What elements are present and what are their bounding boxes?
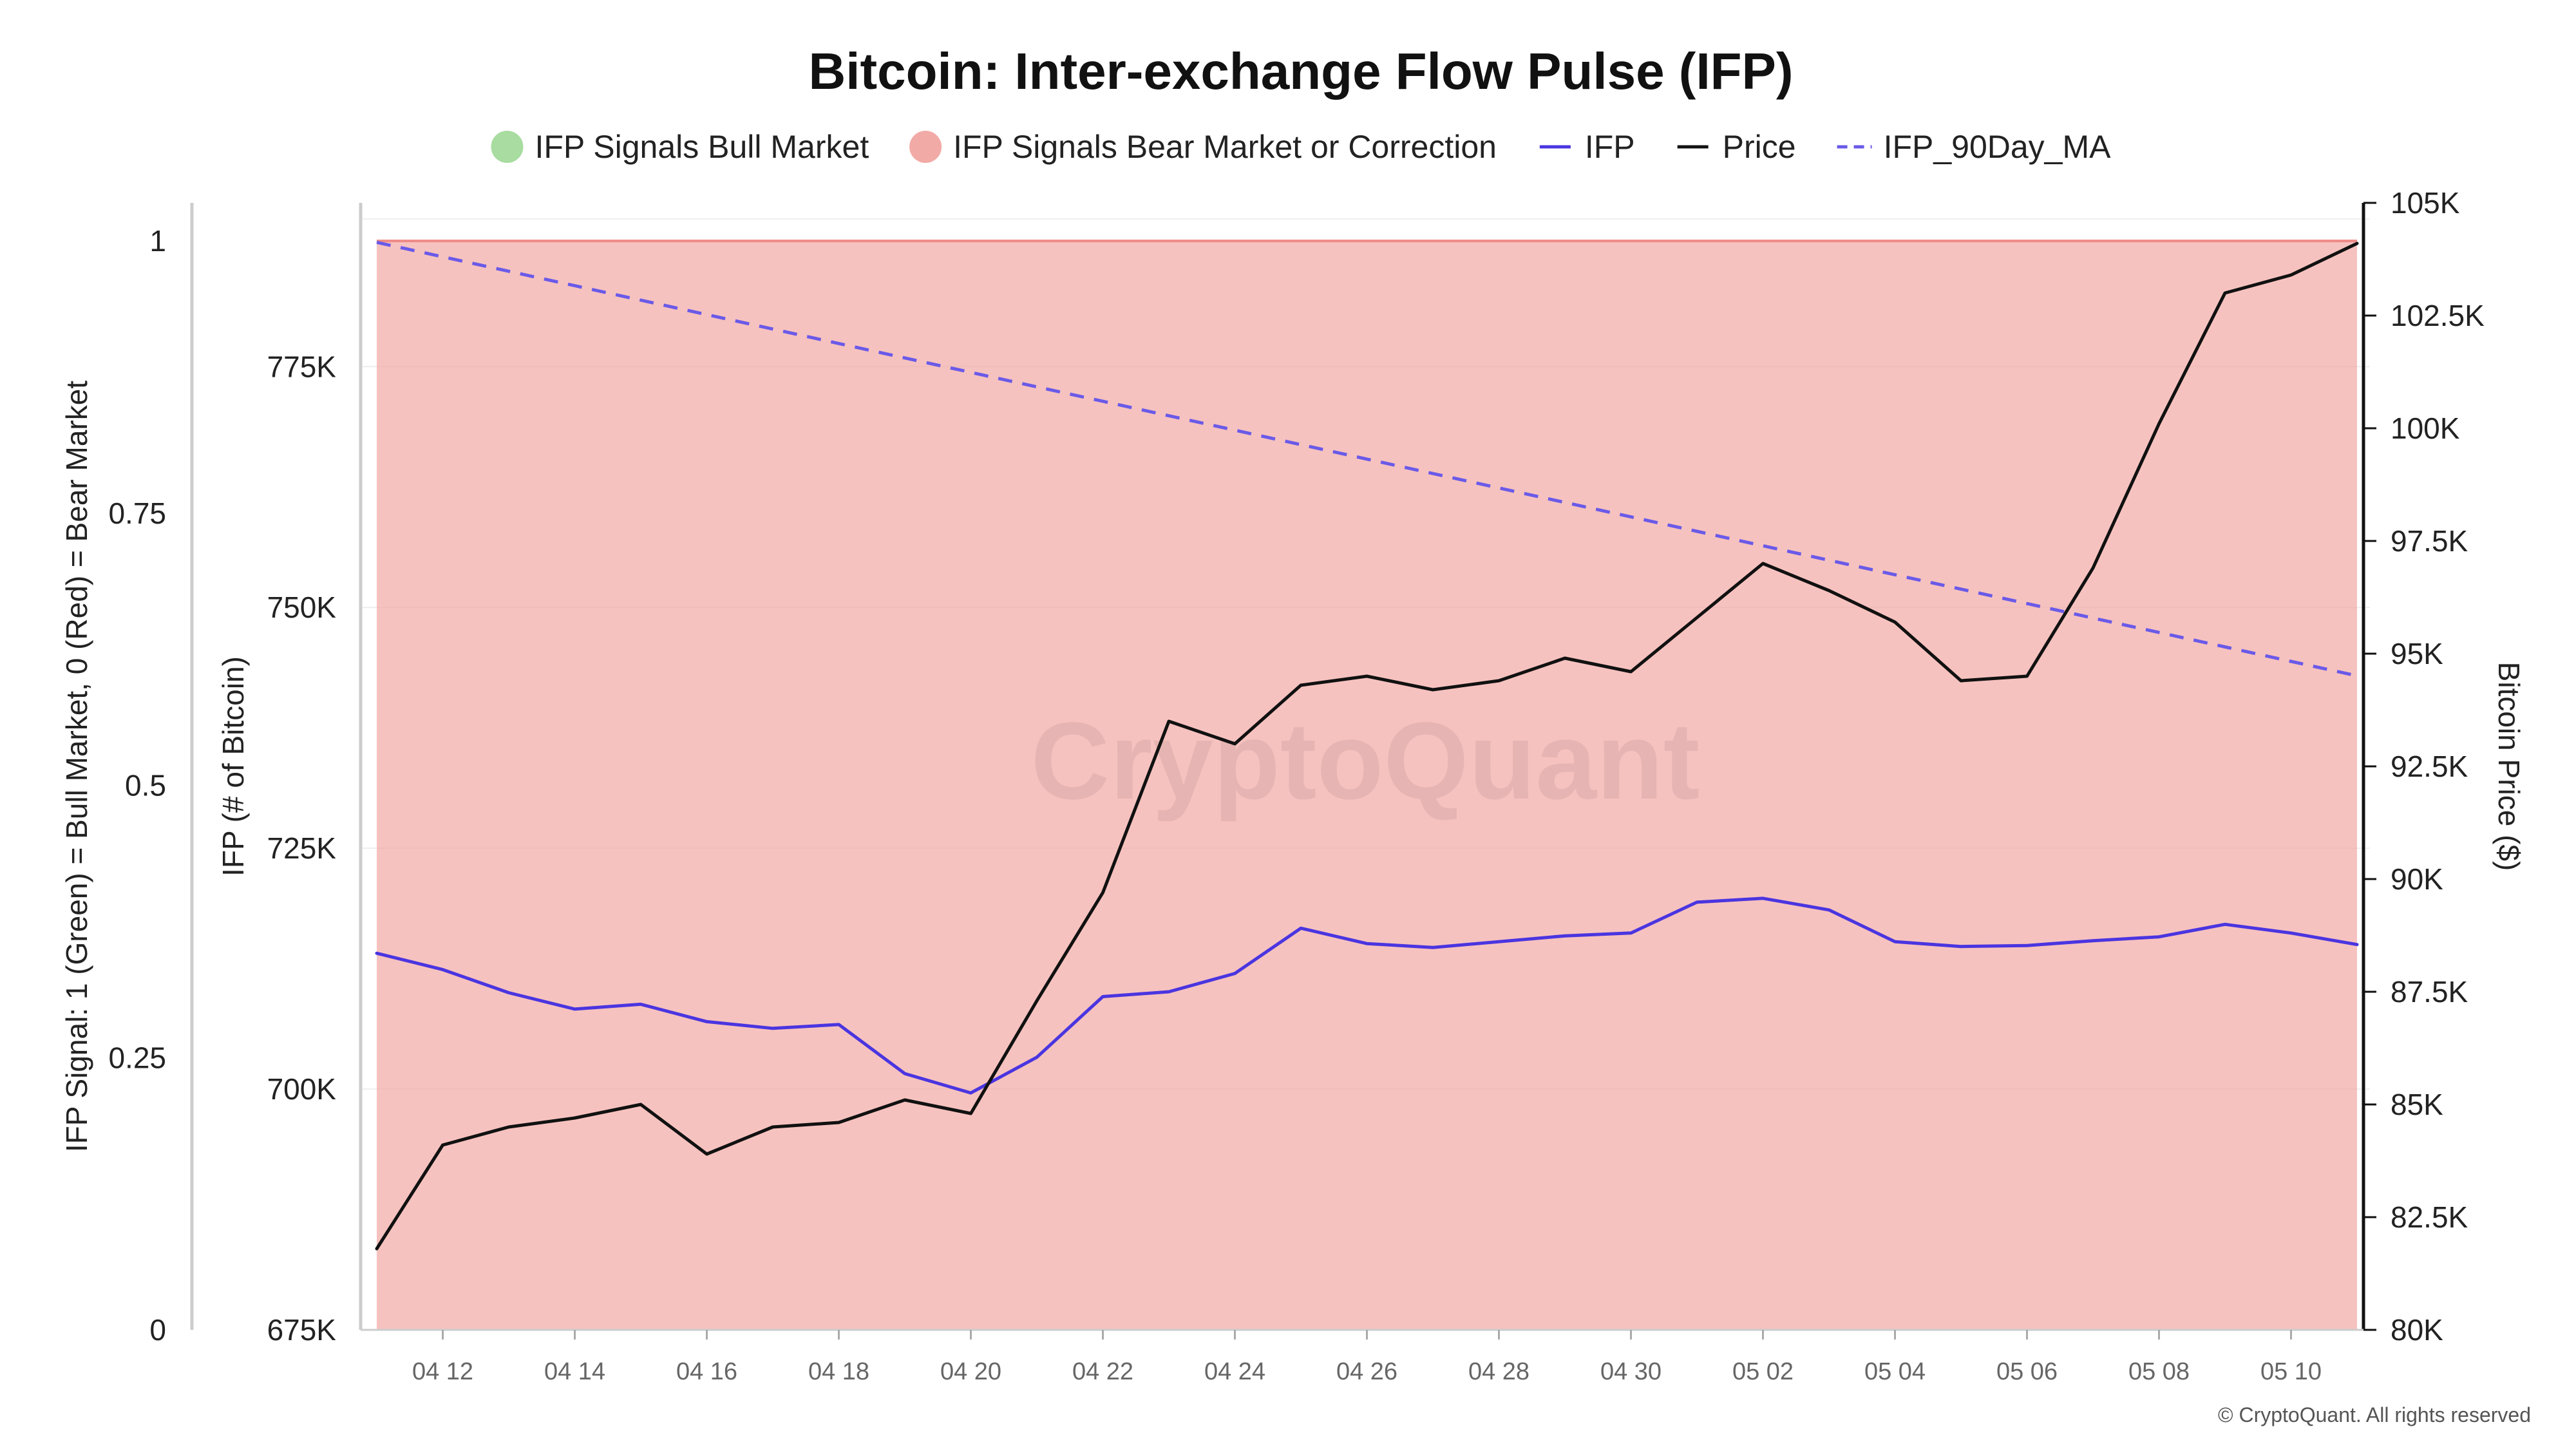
legend: IFP Signals Bull Market IFP Signals Bear …	[491, 129, 2111, 165]
ifp-tick-label: 775K	[267, 350, 337, 383]
ifp-tick-label: 750K	[267, 591, 337, 624]
price-tick-label: 92.5K	[2391, 750, 2468, 783]
x-tick-label: 05 06	[1996, 1358, 2058, 1385]
x-tick-label: 04 22	[1072, 1358, 1133, 1385]
signal-area-layer	[377, 240, 2357, 1331]
legend-marker-ifp-signals-bull-market	[491, 131, 524, 163]
signal-tick-label: 1	[149, 224, 166, 258]
ifp-tick-label: 675K	[267, 1313, 337, 1347]
x-tick-label: 05 10	[2260, 1358, 2322, 1385]
axis-labels: 0 0.25 0.5 0.75 1 675K 700K 725K 750K 775K 80K 82.5…	[60, 186, 2526, 1385]
copyright-notice: © CryptoQuant. All rights reserved	[2218, 1403, 2531, 1426]
x-tick-label: 04 28	[1468, 1358, 1530, 1385]
legend-label-ifp-signals-bull-market: IFP Signals Bull Market	[535, 129, 869, 165]
signal-tick-label: 0.25	[108, 1041, 166, 1074]
price-tick-label: 105K	[2391, 186, 2460, 220]
price-tick-label: 95K	[2391, 637, 2443, 670]
x-tick-label: 05 02	[1732, 1358, 1794, 1385]
signal-tick-label: 0.5	[125, 769, 166, 802]
series-ifp-line	[375, 896, 2359, 1095]
series-ifp-90day-ma-line	[376, 240, 2358, 677]
signal-axis-title: IFP Signal: 1 (Green) = Bull Market, 0 (…	[60, 381, 93, 1152]
price-tick-label: 82.5K	[2391, 1200, 2468, 1234]
price-tick-label: 102.5K	[2391, 299, 2485, 332]
price-tick-label: 85K	[2391, 1088, 2443, 1121]
legend-label-ifp: IFP	[1585, 129, 1635, 165]
x-tick-label: 05 08	[2128, 1358, 2190, 1385]
x-tick-label: 04 12	[412, 1358, 473, 1385]
ifp-tick-label: 725K	[267, 831, 337, 865]
legend-label-ifp-signals-bear-market-or-correction: IFP Signals Bear Market or Correction	[953, 129, 1497, 165]
signal-tick-label: 0.75	[108, 497, 166, 530]
axes	[190, 202, 2376, 1340]
ifp-tick-label: 700K	[267, 1072, 337, 1106]
x-tick-label: 05 04	[1864, 1358, 1926, 1385]
watermark: CryptoQuant	[1031, 700, 1700, 822]
price-tick-label: 97.5K	[2391, 524, 2468, 558]
chart-title: Bitcoin: Inter-exchange Flow Pulse (IFP)	[808, 43, 1793, 100]
x-tick-label: 04 18	[808, 1358, 869, 1385]
x-tick-label: 04 26	[1336, 1358, 1397, 1385]
x-tick-label: 04 24	[1204, 1358, 1265, 1385]
price-tick-label: 100K	[2391, 412, 2460, 445]
legend-label-ifp-90day-ma: IFP_90Day_MA	[1884, 129, 2112, 165]
series-signal-area	[377, 241, 2357, 1331]
x-tick-label: 04 16	[676, 1358, 737, 1385]
x-tick-label: 04 30	[1600, 1358, 1662, 1385]
series-layer	[375, 240, 2359, 1251]
ifp-axis-title: IFP (# of Bitcoin)	[216, 656, 250, 876]
price-tick-label: 87.5K	[2391, 975, 2468, 1009]
price-tick-label: 80K	[2391, 1313, 2443, 1347]
series-price-line	[375, 242, 2359, 1251]
price-tick-label: 90K	[2391, 862, 2443, 896]
x-tick-label: 04 14	[544, 1358, 605, 1385]
x-tick-label: 04 20	[940, 1358, 1001, 1385]
legend-marker-ifp-signals-bear-market-or-correction	[909, 131, 942, 163]
price-axis-title: Bitcoin Price ($)	[2492, 662, 2526, 871]
signal-tick-label: 0	[149, 1313, 166, 1347]
legend-label-price: Price	[1723, 129, 1796, 165]
